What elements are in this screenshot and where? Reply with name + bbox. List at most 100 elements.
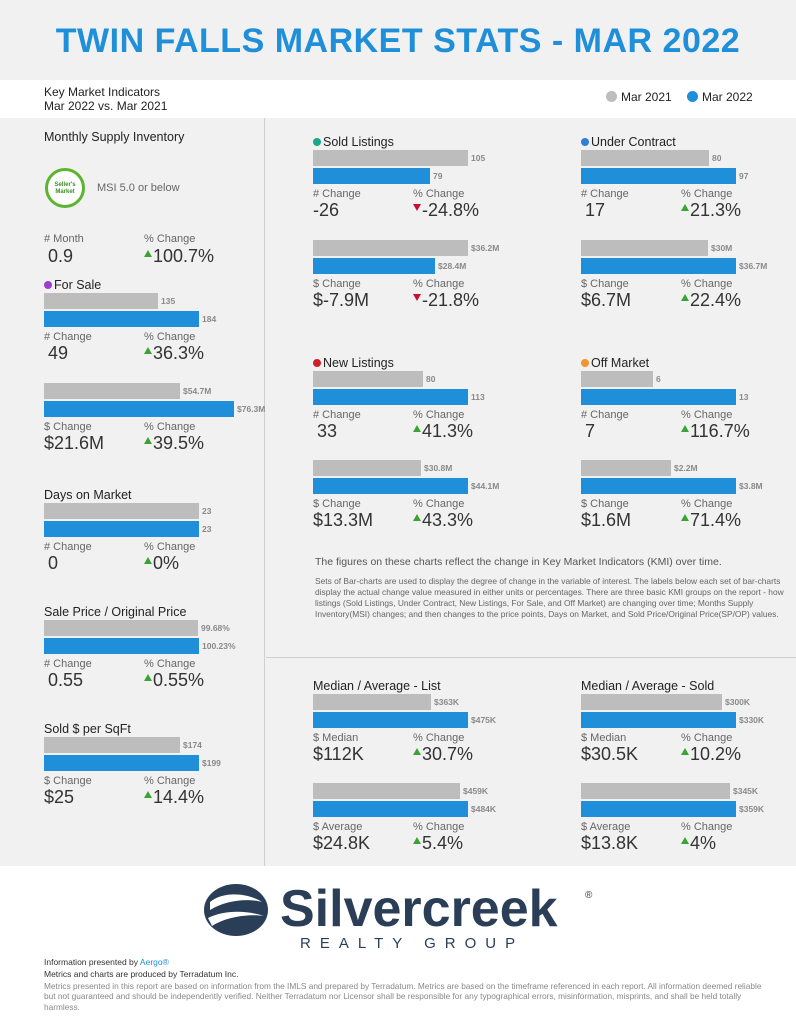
chart-title: Sold $ per SqFt xyxy=(44,722,131,736)
legend-curr-swatch xyxy=(687,91,698,102)
bar-mar-2022 xyxy=(581,801,736,817)
bar-value-label: $44.1M xyxy=(471,481,500,491)
swirl-logo-icon xyxy=(204,884,268,936)
bar-mar-2021 xyxy=(313,240,468,256)
pct-change-text: 116.7% xyxy=(690,421,750,441)
chart-title-text: Under Contract xyxy=(591,135,676,149)
up-arrow-icon xyxy=(144,674,152,681)
up-arrow-icon xyxy=(413,837,421,844)
bar-value-label: $345K xyxy=(733,786,759,796)
bar-value-label: $359K xyxy=(739,804,765,814)
pct-change-value: 41.3% xyxy=(413,421,473,442)
column-divider xyxy=(264,118,265,866)
bar-mar-2022 xyxy=(313,389,468,405)
bar-value-label: $459K xyxy=(463,786,489,796)
change-value: 17 xyxy=(585,200,606,220)
pct-change-value: 22.4% xyxy=(681,290,741,311)
bar-value-label: 23 xyxy=(202,524,212,534)
pct-change-text: 0.55% xyxy=(153,670,205,690)
change-label: # Change xyxy=(44,331,92,343)
pct-change-value: 10.2% xyxy=(681,744,741,765)
legend-prev-label: Mar 2021 xyxy=(621,90,672,104)
change-label: $ Average xyxy=(581,821,631,833)
chart-title: Sold Listings xyxy=(313,135,394,149)
up-arrow-icon xyxy=(413,748,421,755)
pct-change-text: -21.8% xyxy=(422,290,480,310)
change-label: $ Change xyxy=(313,278,361,290)
bar-value-label: $30M xyxy=(711,243,733,253)
section-divider xyxy=(266,657,796,658)
bar-mar-2022 xyxy=(581,478,736,494)
pct-change-value: 4% xyxy=(681,833,716,854)
pct-change-label: % Change xyxy=(144,421,196,433)
logo-tagline: REALTY GROUP xyxy=(300,935,524,952)
silvercreek-logo: Silvercreek ® REALTY GROUP xyxy=(204,880,593,952)
bar-mar-2022 xyxy=(313,168,430,184)
bar-value-label: 6 xyxy=(656,374,661,384)
change-value: $112K xyxy=(313,744,364,764)
bar-mar-2021 xyxy=(44,503,199,519)
pct-change-value: 5.4% xyxy=(413,833,463,854)
registered-mark: ® xyxy=(585,890,593,901)
pct-change-value: -21.8% xyxy=(413,290,479,311)
change-label: $ Change xyxy=(44,421,92,433)
series-dot-icon xyxy=(313,359,321,367)
up-arrow-icon xyxy=(413,514,421,521)
bar-mar-2022 xyxy=(44,638,199,654)
up-arrow-icon xyxy=(144,437,152,444)
pct-change-label: % Change xyxy=(681,409,733,421)
legend-prev-swatch xyxy=(606,91,617,102)
msi-title: Monthly Supply Inventory xyxy=(44,130,185,144)
change-label: $ Median xyxy=(581,732,627,744)
footer-band xyxy=(0,866,796,1030)
bar-mar-2022 xyxy=(44,401,234,417)
change-label: $ Average xyxy=(313,821,363,833)
bar-value-label: $54.7M xyxy=(183,386,212,396)
kmi-header-band xyxy=(0,80,796,118)
bar-value-label: $199 xyxy=(202,758,221,768)
down-arrow-icon xyxy=(413,294,421,301)
bar-mar-2022 xyxy=(313,478,468,494)
up-arrow-icon xyxy=(681,837,689,844)
bar-value-label: $363K xyxy=(434,697,460,707)
aergo-link[interactable]: Aergo® xyxy=(139,957,169,967)
chart-title-text: For Sale xyxy=(54,278,102,292)
pct-change-text: 43.3% xyxy=(422,510,474,530)
bar-mar-2022 xyxy=(313,258,435,274)
bar-value-label: 113 xyxy=(471,392,485,402)
up-arrow-icon xyxy=(144,557,152,564)
up-arrow-icon xyxy=(681,425,689,432)
pct-change-text: 0% xyxy=(153,553,180,573)
pct-change-text: -24.8% xyxy=(422,200,480,220)
change-label: $ Change xyxy=(313,498,361,510)
change-label: # Change xyxy=(44,541,92,553)
change-label: $ Median xyxy=(313,732,359,744)
bar-mar-2021 xyxy=(313,694,431,710)
pct-change-text: 4% xyxy=(690,833,717,853)
up-arrow-icon xyxy=(681,204,689,211)
bar-value-label: $475K xyxy=(471,715,497,725)
pct-change-label: % Change xyxy=(413,278,465,290)
chart-title-text: Median / Average - Sold xyxy=(581,679,715,693)
bar-mar-2021 xyxy=(313,783,460,799)
pct-change-text: 5.4% xyxy=(422,833,464,853)
bar-value-label: 105 xyxy=(471,153,486,163)
pct-change-value: 43.3% xyxy=(413,510,473,531)
bar-mar-2022 xyxy=(44,755,199,771)
bar-mar-2022 xyxy=(44,311,199,327)
bar-value-label: 80 xyxy=(426,374,436,384)
chart-title: Under Contract xyxy=(581,135,676,149)
change-value: $13.8K xyxy=(581,833,639,853)
msi-pct-label: % Change xyxy=(144,233,196,245)
change-label: $ Change xyxy=(581,498,629,510)
notes-main: The figures on these charts reflect the … xyxy=(315,556,722,568)
msi-description: MSI 5.0 or below xyxy=(97,182,180,194)
pct-change-text: 10.2% xyxy=(690,744,742,764)
up-arrow-icon xyxy=(144,347,152,354)
bar-value-label: $76.3M xyxy=(237,404,266,414)
up-arrow-icon xyxy=(144,250,152,257)
kmi-title: Key Market Indicators xyxy=(44,85,161,99)
pct-change-value: 0.55% xyxy=(144,670,204,691)
bar-value-label: $36.2M xyxy=(471,243,500,253)
chart-title: Off Market xyxy=(581,356,649,370)
